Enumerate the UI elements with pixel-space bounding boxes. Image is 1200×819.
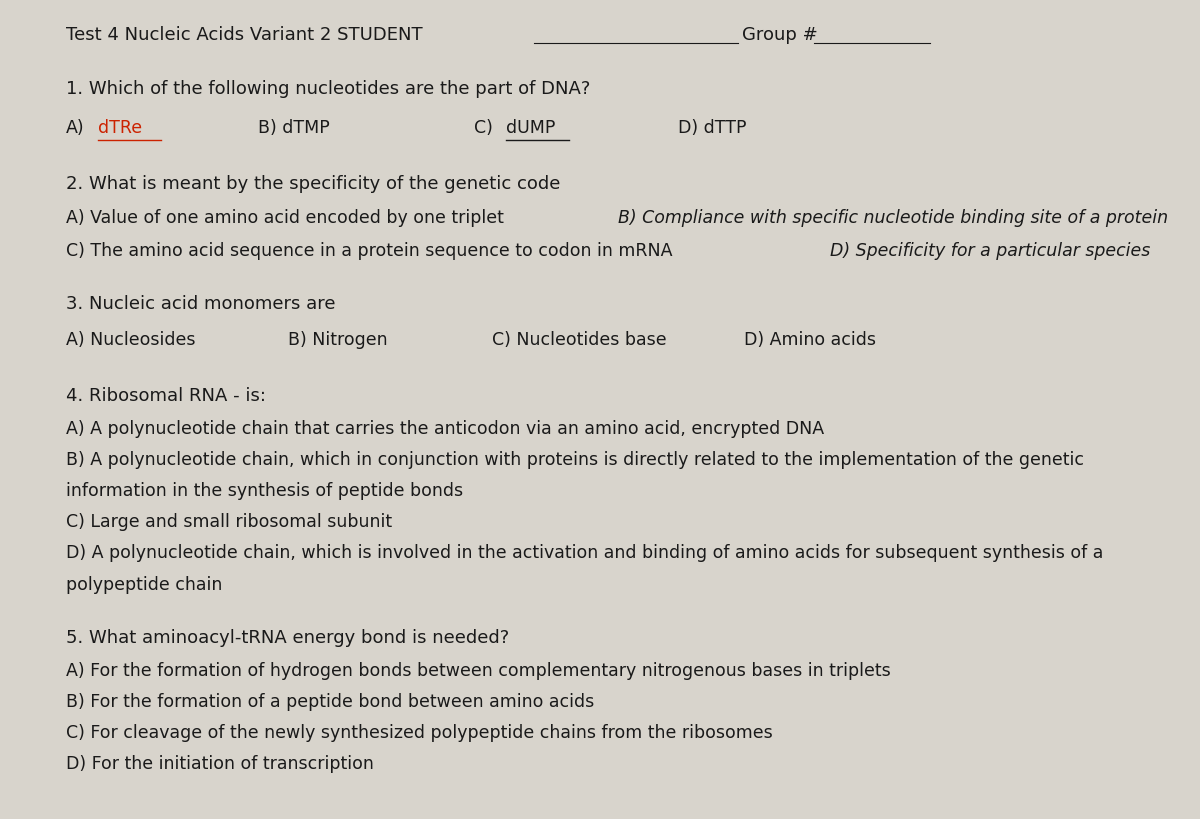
Text: B) For the formation of a peptide bond between amino acids: B) For the formation of a peptide bond b…: [66, 692, 594, 710]
Text: C) Nucleotides base: C) Nucleotides base: [492, 331, 667, 349]
Text: B) dTMP: B) dTMP: [258, 119, 330, 137]
Text: B) Nitrogen: B) Nitrogen: [288, 331, 388, 349]
Text: 5. What aminoacyl-tRNA energy bond is needed?: 5. What aminoacyl-tRNA energy bond is ne…: [66, 628, 509, 646]
Text: A) A polynucleotide chain that carries the anticodon via an amino acid, encrypte: A) A polynucleotide chain that carries t…: [66, 419, 824, 437]
Text: information in the synthesis of peptide bonds: information in the synthesis of peptide …: [66, 482, 463, 500]
Text: C): C): [474, 119, 493, 137]
Text: A): A): [66, 119, 85, 137]
Text: 2. What is meant by the specificity of the genetic code: 2. What is meant by the specificity of t…: [66, 174, 560, 192]
Text: polypeptide chain: polypeptide chain: [66, 575, 222, 593]
Text: D) For the initiation of transcription: D) For the initiation of transcription: [66, 754, 374, 772]
Text: B) Compliance with specific nucleotide binding site of a protein: B) Compliance with specific nucleotide b…: [618, 209, 1168, 227]
Text: D) A polynucleotide chain, which is involved in the activation and binding of am: D) A polynucleotide chain, which is invo…: [66, 544, 1103, 562]
Text: Test 4 Nucleic Acids Variant 2 STUDENT: Test 4 Nucleic Acids Variant 2 STUDENT: [66, 26, 422, 44]
Text: C) For cleavage of the newly synthesized polypeptide chains from the ribosomes: C) For cleavage of the newly synthesized…: [66, 723, 773, 741]
Text: C) The amino acid sequence in a protein sequence to codon in mRNA: C) The amino acid sequence in a protein …: [66, 242, 672, 260]
Text: A) Value of one amino acid encoded by one triplet: A) Value of one amino acid encoded by on…: [66, 209, 504, 227]
Text: D) Specificity for a particular species: D) Specificity for a particular species: [830, 242, 1151, 260]
Text: D) Amino acids: D) Amino acids: [744, 331, 876, 349]
Text: 1. Which of the following nucleotides are the part of DNA?: 1. Which of the following nucleotides ar…: [66, 79, 590, 97]
Text: B) A polynucleotide chain, which in conjunction with proteins is directly relate: B) A polynucleotide chain, which in conj…: [66, 450, 1084, 468]
Text: A) For the formation of hydrogen bonds between complementary nitrogenous bases i: A) For the formation of hydrogen bonds b…: [66, 661, 890, 679]
Text: dUMP: dUMP: [506, 119, 556, 137]
Text: dTRe: dTRe: [98, 119, 143, 137]
Text: Group #: Group #: [742, 26, 817, 44]
Text: 4. Ribosomal RNA - is:: 4. Ribosomal RNA - is:: [66, 387, 266, 405]
Text: A) Nucleosides: A) Nucleosides: [66, 331, 196, 349]
Text: 3. Nucleic acid monomers are: 3. Nucleic acid monomers are: [66, 295, 336, 313]
Text: C) Large and small ribosomal subunit: C) Large and small ribosomal subunit: [66, 513, 392, 531]
Text: D) dTTP: D) dTTP: [678, 119, 746, 137]
